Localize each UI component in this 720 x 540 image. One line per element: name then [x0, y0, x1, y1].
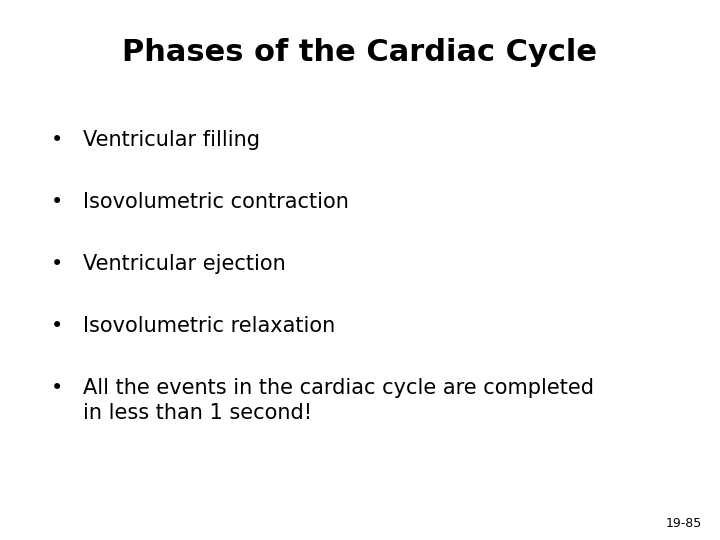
Text: All the events in the cardiac cycle are completed
in less than 1 second!: All the events in the cardiac cycle are … — [83, 378, 594, 423]
Text: •: • — [50, 192, 63, 212]
Text: •: • — [50, 130, 63, 150]
Text: 19-85: 19-85 — [666, 517, 702, 530]
Text: •: • — [50, 378, 63, 398]
Text: Phases of the Cardiac Cycle: Phases of the Cardiac Cycle — [122, 38, 598, 67]
Text: •: • — [50, 254, 63, 274]
Text: Ventricular ejection: Ventricular ejection — [83, 254, 286, 274]
Text: Isovolumetric relaxation: Isovolumetric relaxation — [83, 316, 335, 336]
Text: Isovolumetric contraction: Isovolumetric contraction — [83, 192, 348, 212]
Text: •: • — [50, 316, 63, 336]
Text: Ventricular filling: Ventricular filling — [83, 130, 260, 150]
